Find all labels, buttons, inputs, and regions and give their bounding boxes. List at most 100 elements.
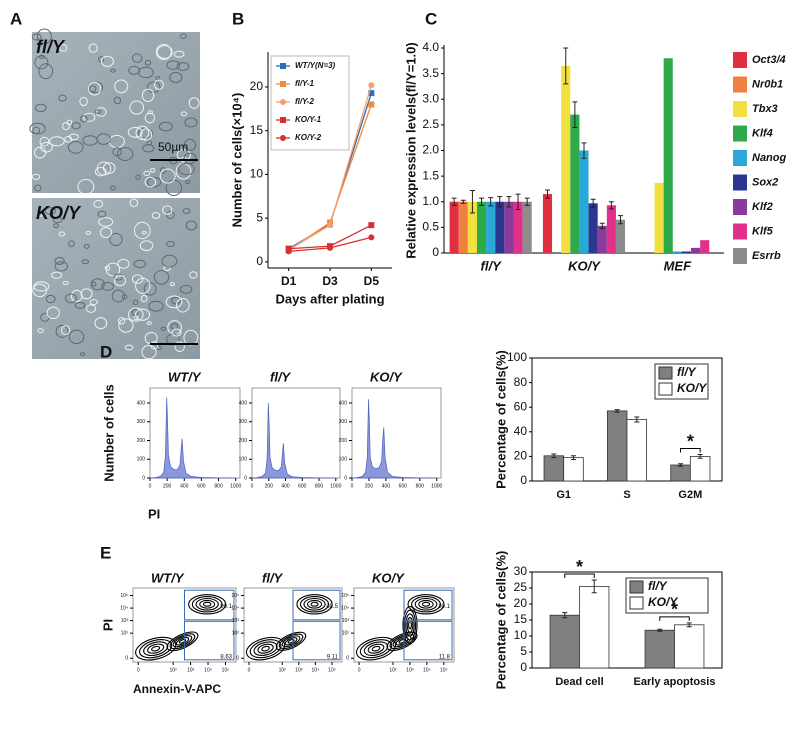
contour [406,617,414,633]
x-tick-label: 400 [382,483,391,489]
point [280,63,286,69]
legend-label: Tbx3 [752,103,778,115]
bar [689,455,711,482]
cell-colony [95,107,107,117]
significance-label: * [671,600,678,620]
cell-colony [34,103,47,112]
cell-colony [159,167,167,174]
y-tick-label: 20 [514,596,528,610]
x-tick-label: 10² [279,667,287,673]
cell-colony [96,161,112,176]
y-tick-label: 10⁴ [231,605,239,611]
bar [691,247,701,253]
error-bar [460,199,466,204]
x-tick-label: 10⁵ [222,667,230,673]
x-tick-label: MEF [664,258,693,273]
bar [579,586,610,669]
cell-colony [38,63,54,80]
y-tick-label: 10³ [121,618,129,624]
panel-letter: E [100,543,111,562]
cell-colony [110,68,116,73]
error-bar [614,409,620,413]
y-axis-label: Number of cells [101,384,116,482]
legend-swatch [733,223,747,240]
legend-label: Klf2 [752,201,773,213]
contour [139,639,173,659]
legend-swatch [733,125,747,142]
y-axis-label: PI [100,619,115,631]
legend-label: fl/Y [648,579,668,593]
x-tick-label: 1000 [230,483,241,489]
panel-letter: C [425,9,437,28]
cell-colony [117,317,126,325]
cell-colony [109,232,123,247]
contour [367,643,385,654]
gate-value: 11.8 [439,655,451,661]
error-bar [581,142,587,159]
cell-colony [36,28,52,45]
significance-label: * [687,431,694,451]
x-tick-label: 200 [265,483,274,489]
bar [449,201,459,253]
cell-colony [166,60,181,70]
cell-colony [31,173,41,181]
plot-frame [351,387,442,479]
cell-colony [113,96,122,105]
cell-colony [135,308,151,321]
y-tick-label: 200 [339,438,348,444]
legend-swatch [733,150,747,166]
histogram-area [149,397,236,479]
contour [405,613,415,637]
error-bar [488,197,494,207]
point [285,248,292,255]
legend-swatch [733,76,747,93]
bar [672,251,682,253]
x-tick-label: D5 [364,274,380,288]
contour [386,631,418,651]
bar [579,150,589,253]
cell-colony [127,307,144,322]
y-tick-label: 10⁵ [231,593,239,599]
cell-colony [133,259,147,269]
y-tick-label: 40 [514,424,528,438]
cell-colony [105,262,121,277]
cell-colony [33,281,50,292]
bar [504,201,514,253]
y-tick-label: 0 [520,473,527,487]
cell-colony [79,97,88,107]
panel-letter: B [232,9,244,28]
x-tick-label: 10⁴ [204,667,212,673]
contour [402,605,418,645]
x-tick-label: 0 [149,483,152,489]
cell-colony [141,344,157,360]
cell-colony [45,294,56,304]
point [280,135,286,141]
bar [522,201,532,253]
x-tick-label: G1 [556,489,571,501]
gate [292,620,341,661]
error-bar [515,193,521,210]
cell-colony [80,115,88,123]
error-bar [599,222,605,229]
x-axis-label: PI [148,506,160,521]
contour [147,643,165,654]
cell-colony [79,352,86,357]
legend-label: Sox2 [752,176,778,188]
cell-colony [82,135,98,146]
x-tick-label: 800 [214,483,223,489]
error-bar [497,196,503,208]
error-bar [506,196,512,208]
contour [195,597,219,611]
cell-colony [135,174,141,180]
x-tick-label: Dead cell [555,676,603,688]
bar [458,201,468,253]
bar [570,114,580,253]
cell-colony [132,299,139,306]
cell-colony [94,167,107,177]
x-tick-label: 0 [248,667,251,673]
legend-swatch [629,580,644,594]
bar [513,201,523,253]
legend-swatch [629,596,644,610]
cell-colony [118,318,134,333]
cell-colony [141,230,147,235]
